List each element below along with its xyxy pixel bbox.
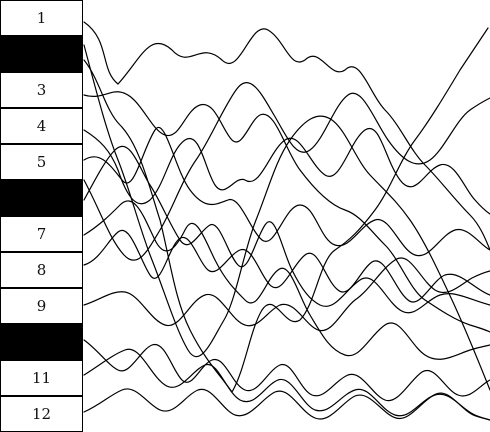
tangle-line-12[interactable] [83, 388, 490, 421]
row-label-text: 9 [36, 297, 47, 315]
row-label-8[interactable]: 8 [0, 252, 83, 288]
tangle-line-14[interactable] [83, 82, 490, 261]
tangle-line-8[interactable] [83, 229, 490, 303]
tangle-line-2[interactable] [83, 27, 489, 394]
tangle-line-6[interactable] [83, 146, 490, 314]
row-label-3[interactable]: 3 [0, 72, 83, 108]
row-label-column: 1 3 4 5 7 8 9 11 12 [0, 0, 84, 432]
tangle-line-7[interactable] [83, 200, 490, 360]
row-label-text: 11 [31, 369, 52, 387]
row-label-text: 1 [36, 9, 47, 27]
tangle-line-11[interactable] [83, 348, 490, 421]
tangle-line-9[interactable] [83, 257, 490, 332]
row-label-text: 3 [36, 81, 47, 99]
row-label-4[interactable]: 4 [0, 108, 83, 144]
row-label-text: 12 [31, 405, 52, 423]
row-label-text: 5 [36, 153, 47, 171]
row-label-9[interactable]: 9 [0, 288, 83, 324]
tangle-line-13[interactable] [83, 44, 490, 391]
row-label-7[interactable]: 7 [0, 216, 83, 252]
row-label-11[interactable]: 11 [0, 360, 83, 396]
tangle-line-3[interactable] [83, 91, 490, 333]
tangle-line-5[interactable] [83, 126, 490, 257]
row-label-5[interactable]: 5 [0, 144, 83, 180]
row-label-10-black[interactable] [0, 324, 83, 360]
row-label-text: 7 [36, 225, 47, 243]
row-label-2-black[interactable] [0, 36, 83, 72]
row-label-text: 4 [36, 117, 47, 135]
row-label-1[interactable]: 1 [0, 0, 83, 36]
tangle-line-10[interactable] [83, 339, 490, 402]
row-label-6-black[interactable] [0, 180, 83, 216]
tangle-line-1[interactable] [83, 21, 490, 251]
row-label-text: 8 [36, 261, 47, 279]
